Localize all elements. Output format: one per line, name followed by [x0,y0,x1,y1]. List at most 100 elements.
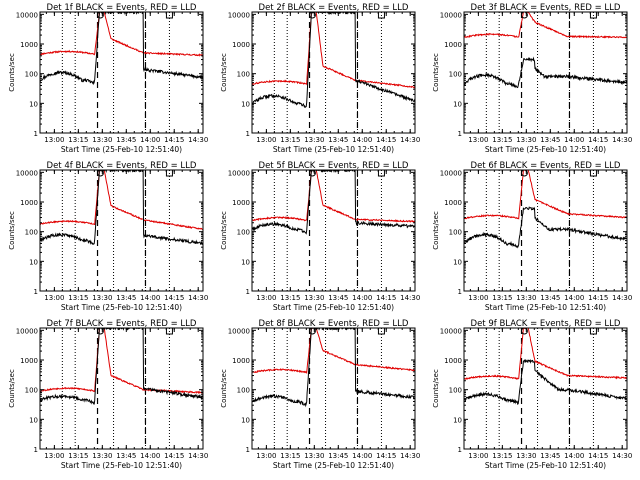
x-tick-label: 14:15 [588,452,608,460]
series-events-line [40,328,203,405]
x-tick-label: 13:15 [280,452,300,460]
x-tick-label: 13:45 [116,136,136,144]
y-tick-label: 10 [453,258,462,266]
panel-3: Det 3f BLACK = Events, RED = LLD 1 10 100 10… [432,3,632,154]
y-tick-label: 10 [241,258,250,266]
y-tick-label: 10000 [16,169,38,177]
y-tick-label: 1 [246,446,250,454]
x-tick-label: 13:45 [116,452,136,460]
series-lld-line [40,170,203,231]
panel-title: Det 4f BLACK = Events, RED = LLD [47,161,197,171]
y-tick-label: 10 [241,100,250,108]
series-lld-line [464,170,627,220]
series-lld-line [464,12,627,39]
x-tick-label: 14:30 [188,294,208,302]
y-tick-label: 1000 [232,199,250,207]
x-tick-label: 13:30 [304,136,324,144]
y-tick-label: 1 [246,288,250,296]
x-tick-label: 13:00 [256,294,276,302]
x-tick-label: 13:30 [516,294,536,302]
y-tick-label: 100 [449,387,462,395]
y-tick-label: 1 [458,130,462,138]
panel-2: Det 2f BLACK = Events, RED = LLD 1 10 100 10… [220,3,420,154]
x-tick-label: 13:45 [540,294,560,302]
y-tick-label: 1 [458,446,462,454]
panel-title: Det 6f BLACK = Events, RED = LLD [471,161,621,171]
x-tick-label: 14:15 [164,452,184,460]
x-tick-label: 14:00 [140,294,160,302]
x-tick-label: 13:15 [280,136,300,144]
x-tick-label: 13:00 [44,452,64,460]
y-tick-label: 1000 [20,357,38,365]
x-tick-label: 14:15 [588,136,608,144]
x-tick-label: 14:30 [400,452,420,460]
y-axis-label: Counts/sec [432,211,440,250]
x-tick-label: 13:00 [44,294,64,302]
panel-5: Det 5f BLACK = Events, RED = LLD 1 10 100 10… [220,161,420,312]
y-tick-label: 10000 [440,11,462,19]
x-tick-label: 14:15 [164,294,184,302]
x-tick-label: 14:00 [140,136,160,144]
y-tick-label: 1000 [444,199,462,207]
x-tick-label: 14:00 [564,136,584,144]
y-tick-label: 10 [453,416,462,424]
plot-frame [463,169,628,292]
x-tick-label: 13:15 [492,294,512,302]
x-axis-label: Start Time (25-Feb-10 12:51:40) [61,145,182,154]
x-tick-label: 13:45 [540,452,560,460]
plot-frame [39,169,204,292]
y-tick-label: 10 [241,416,250,424]
x-axis-label: Start Time (25-Feb-10 12:51:40) [485,145,606,154]
series-events-line [40,170,203,246]
x-tick-label: 13:15 [68,294,88,302]
x-axis-label: Start Time (25-Feb-10 12:51:40) [61,303,182,312]
y-tick-label: 10000 [440,327,462,335]
y-axis-label: Counts/sec [8,211,16,250]
series-events-line [464,56,627,89]
x-axis-label: Start Time (25-Feb-10 12:51:40) [485,303,606,312]
plot-frame [463,11,628,134]
x-tick-label: 14:30 [400,136,420,144]
x-axis-label: Start Time (25-Feb-10 12:51:40) [273,303,394,312]
panel-title: Det 7f BLACK = Events, RED = LLD [47,319,197,329]
x-tick-label: 13:30 [92,136,112,144]
y-axis-label: Counts/sec [220,211,228,250]
x-tick-label: 13:30 [516,452,536,460]
y-tick-label: 1000 [444,41,462,49]
y-tick-label: 1 [34,130,38,138]
x-tick-label: 13:15 [492,452,512,460]
panel-title: Det 2f BLACK = Events, RED = LLD [259,3,409,13]
x-tick-label: 13:45 [540,136,560,144]
x-tick-label: 13:30 [92,294,112,302]
x-tick-label: 14:30 [612,294,632,302]
series-events-line [252,170,415,235]
y-tick-label: 10000 [16,11,38,19]
y-tick-label: 100 [237,387,250,395]
x-tick-label: 13:15 [68,452,88,460]
panel-1: Det 1f BLACK = Events, RED = LLD 1 10 100 10… [8,3,208,154]
y-tick-label: 100 [237,229,250,237]
x-tick-label: 13:00 [468,452,488,460]
y-axis-label: Counts/sec [432,53,440,92]
series-lld-line [40,12,203,57]
panel-title: Det 5f BLACK = Events, RED = LLD [259,161,409,171]
y-axis-label: Counts/sec [432,369,440,408]
y-axis-label: Counts/sec [220,369,228,408]
series-events-line [252,12,415,109]
y-tick-label: 100 [25,229,38,237]
x-tick-label: 13:30 [304,294,324,302]
x-tick-label: 14:15 [376,294,396,302]
y-tick-label: 1 [34,446,38,454]
x-axis-label: Start Time (25-Feb-10 12:51:40) [485,461,606,470]
y-axis-label: Counts/sec [8,53,16,92]
x-tick-label: 13:45 [328,452,348,460]
x-tick-label: 14:30 [612,452,632,460]
x-tick-label: 13:00 [468,294,488,302]
y-tick-label: 1 [458,288,462,296]
x-tick-label: 13:15 [492,136,512,144]
y-tick-label: 10000 [16,327,38,335]
y-tick-label: 10000 [440,169,462,177]
x-tick-label: 14:30 [400,294,420,302]
x-tick-label: 13:45 [328,294,348,302]
